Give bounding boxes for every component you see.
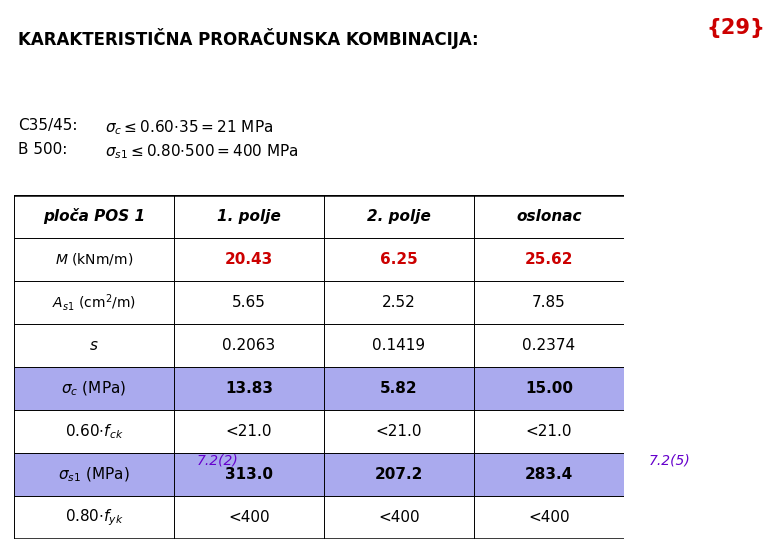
Text: ploča POS 1: ploča POS 1	[43, 208, 145, 225]
Bar	[14, 195, 624, 238]
Text: 0.2063: 0.2063	[222, 338, 275, 353]
Bar	[14, 410, 624, 453]
Text: 2.52: 2.52	[382, 295, 416, 310]
Text: $\sigma_{s1} = 0{,}8 \cdot f_{yk}$: $\sigma_{s1} = 0{,}8 \cdot f_{yk}$	[463, 449, 568, 473]
Bar	[14, 453, 624, 496]
Text: 283.4: 283.4	[525, 467, 573, 482]
Text: $\sigma_c \leq 0.60{\cdot}35 = 21\ \mathrm{MPa}$: $\sigma_c \leq 0.60{\cdot}35 = 21\ \math…	[105, 118, 273, 137]
Text: $0.80{\cdot}f_{yk}$: $0.80{\cdot}f_{yk}$	[65, 507, 123, 528]
Text: $\sigma_{s1}\ \mathrm{(MPa)}$: $\sigma_{s1}\ \mathrm{(MPa)}$	[58, 465, 129, 484]
Text: $0.60{\cdot}f_{ck}$: $0.60{\cdot}f_{ck}$	[65, 422, 123, 441]
Text: 5.65: 5.65	[232, 295, 266, 310]
Bar	[14, 238, 624, 281]
Text: 207.2: 207.2	[375, 467, 424, 482]
Text: KARAKTERISTIČNA PRORAČUNSKA KOMBINACIJA:: KARAKTERISTIČNA PRORAČUNSKA KOMBINACIJA:	[18, 28, 479, 49]
Text: 6.25: 6.25	[380, 252, 418, 267]
Text: 313.0: 313.0	[225, 467, 273, 482]
Bar	[14, 367, 624, 410]
Text: oslonac: oslonac	[516, 209, 582, 224]
Text: 1. polje: 1. polje	[217, 209, 281, 224]
Text: <21.0: <21.0	[376, 424, 422, 439]
Text: <400: <400	[528, 510, 570, 525]
Text: 7.2(5): 7.2(5)	[649, 454, 691, 468]
Text: 13.83: 13.83	[225, 381, 273, 396]
Text: $M\ \mathrm{(kNm/m)}$: $M\ \mathrm{(kNm/m)}$	[55, 252, 133, 267]
Text: 20.43: 20.43	[225, 252, 273, 267]
Text: C35/45:: C35/45:	[18, 118, 77, 133]
Text: <400: <400	[229, 510, 270, 525]
Bar	[14, 324, 624, 367]
Text: B 500:: B 500:	[18, 142, 67, 157]
Text: <21.0: <21.0	[225, 424, 272, 439]
Text: 5.82: 5.82	[380, 381, 418, 396]
Text: 2. polje: 2. polje	[367, 209, 431, 224]
Text: $A_{s1}\ \mathrm{(cm}^2\mathrm{/m)}$: $A_{s1}\ \mathrm{(cm}^2\mathrm{/m)}$	[52, 292, 136, 313]
Text: 0.1419: 0.1419	[372, 338, 426, 353]
Text: $s$: $s$	[89, 338, 99, 353]
Text: $\sigma_{s1} \leq 0.80{\cdot}500 = 400\ \mathrm{MPa}$: $\sigma_{s1} \leq 0.80{\cdot}500 = 400\ …	[105, 142, 299, 161]
Text: $\sigma_c\ \mathrm{(MPa)}$: $\sigma_c\ \mathrm{(MPa)}$	[62, 379, 126, 397]
Text: <21.0: <21.0	[526, 424, 573, 439]
Text: <400: <400	[378, 510, 420, 525]
Text: 7.2(2): 7.2(2)	[197, 454, 239, 468]
Text: 0.2374: 0.2374	[523, 338, 576, 353]
Text: {29}: {29}	[706, 18, 765, 38]
Text: 15.00: 15.00	[525, 381, 573, 396]
Text: 25.62: 25.62	[525, 252, 573, 267]
Bar	[14, 496, 624, 539]
Text: 7.85: 7.85	[532, 295, 566, 310]
Bar	[14, 281, 624, 324]
Text: $\sigma_c \leq 0{,}6 \cdot f_{ck}$: $\sigma_c \leq 0{,}6 \cdot f_{ck}$	[55, 450, 151, 471]
